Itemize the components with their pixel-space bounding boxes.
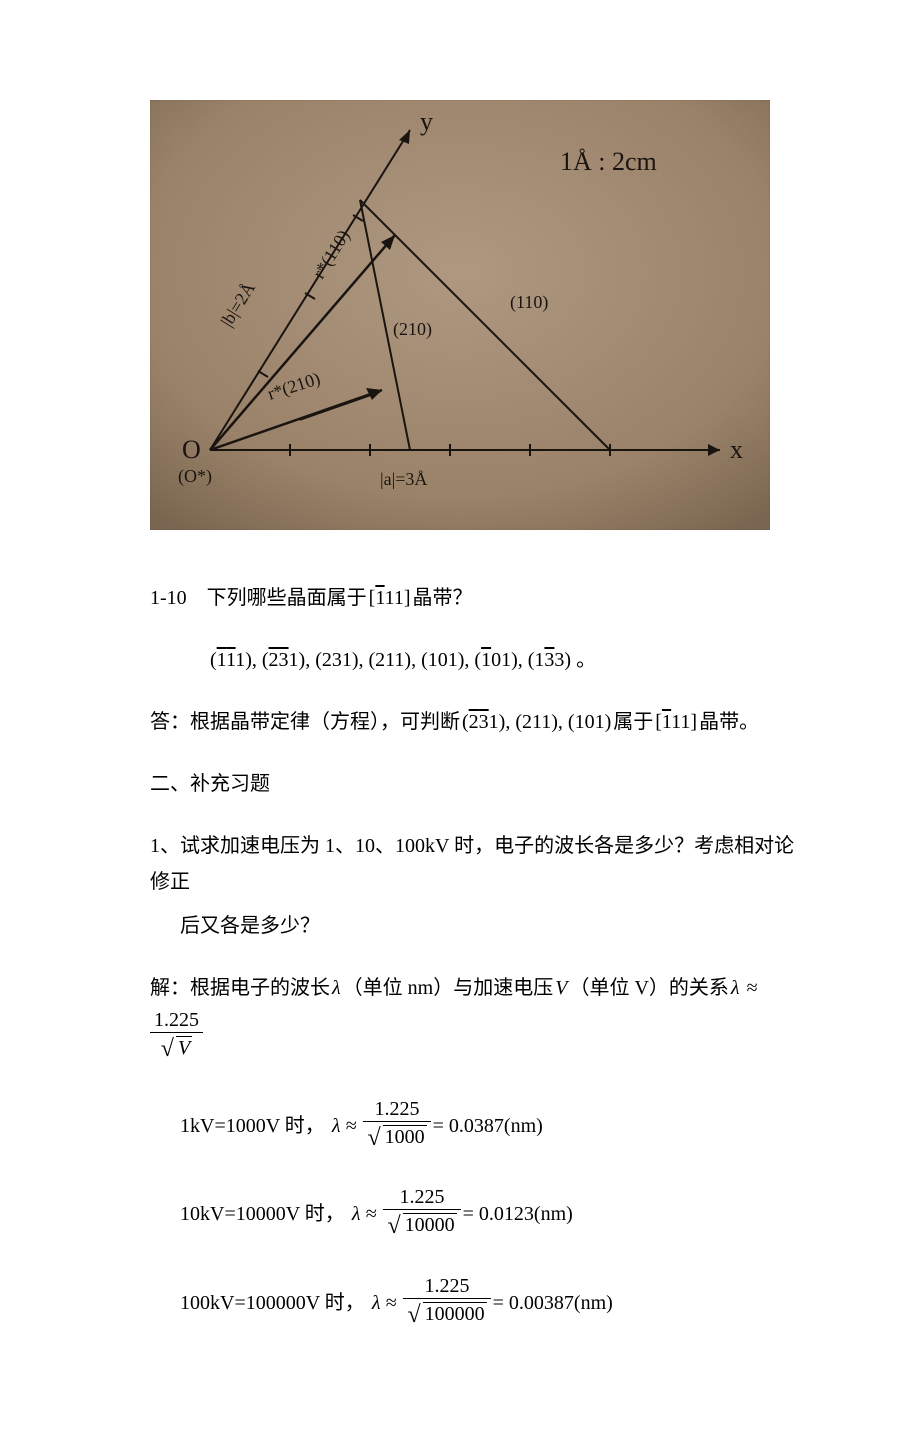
origin-label: O (182, 435, 201, 464)
calc1-den-wrap: √1000 (363, 1122, 430, 1156)
scale-label: 1Å : 2cm (560, 147, 657, 176)
calc1-fraction: 1.225 √1000 (363, 1097, 430, 1156)
calc2-den: 10000 (403, 1213, 457, 1236)
q110-answer-mid: 属于 (613, 704, 653, 740)
q110-answer: 答：根据晶带定律（方程），可判断 (231), (211), (101) 属于 … (150, 704, 800, 740)
sol-main-fraction: 1.225 √V (150, 1008, 203, 1067)
calc1-result: = 0.0387(nm) (433, 1108, 543, 1144)
q110-number: 1-10 (150, 580, 187, 616)
calc3-fraction: 1.225 √100000 (403, 1274, 490, 1333)
calc3-num: 1.225 (403, 1274, 490, 1299)
approx-sign: ≈ (742, 970, 763, 1006)
a-length-label: |a|=3Å (380, 469, 427, 489)
q110-text-b: 晶带？ (413, 580, 473, 616)
s2-solution-intro: 解：根据电子的波长 λ （单位 nm）与加速电压 V （单位 V）的关系 λ ≈… (150, 970, 800, 1067)
s2-q1-num: 1、 (150, 835, 180, 857)
calc3-lambda: λ ≈ (367, 1285, 402, 1321)
q110-question: 1-10 下列哪些晶面属于 [111] 晶带？ (150, 580, 800, 616)
calc2-result: = 0.0123(nm) (463, 1196, 573, 1232)
frac-num: 1.225 (150, 1008, 203, 1033)
calc1-num: 1.225 (363, 1097, 430, 1122)
sol-bigV: V (555, 970, 567, 1006)
y-axis-label: y (420, 107, 433, 136)
reciprocal-lattice-sketch: y x O (O*) 1Å : 2cm (110) (210) |a|=3Å |… (150, 100, 770, 530)
calc-10kv: 10kV=10000V 时， λ ≈ 1.225 √10000 = 0.0123… (150, 1185, 800, 1244)
s2-q1: 1、试求加速电压为 1、10、100kV 时，电子的波长各是多少？考虑相对论修正 (150, 828, 800, 900)
q110-zone: [111] (369, 580, 411, 616)
calc2-den-wrap: √10000 (383, 1210, 460, 1244)
calc2-lambda: λ ≈ (347, 1196, 382, 1232)
calc3-result: = 0.00387(nm) (493, 1285, 613, 1321)
sol-lambda: λ (332, 970, 341, 1006)
q110-answer-suffix: 晶带。 (699, 704, 759, 740)
sol-unit2: （单位 V）的关系 (569, 970, 728, 1006)
q110-answer-prefix: 答：根据晶带定律（方程），可判断 (150, 704, 460, 740)
section2-heading: 二、补充习题 (150, 766, 800, 802)
calc1-lambda: λ ≈ (327, 1108, 362, 1144)
s2-q1-line2: 后又各是多少？ (150, 908, 800, 944)
diagram-photo: y x O (O*) 1Å : 2cm (110) (210) |a|=3Å |… (150, 100, 770, 530)
plane-110-label: (110) (510, 292, 548, 313)
q110-text-a: 下列哪些晶面属于 (207, 580, 367, 616)
frac-den: √V (150, 1033, 203, 1067)
calc2-fraction: 1.225 √10000 (383, 1185, 460, 1244)
sol-prefix: 解：根据电子的波长 (150, 970, 330, 1006)
calc2-label: 10kV=10000V 时， (180, 1196, 345, 1232)
calc-100kv: 100kV=100000V 时， λ ≈ 1.225 √100000 = 0.0… (150, 1274, 800, 1333)
plane-210-label: (210) (393, 319, 432, 340)
x-axis-label: x (730, 435, 743, 464)
calc3-label: 100kV=100000V 时， (180, 1285, 365, 1321)
calc3-den-wrap: √100000 (403, 1299, 490, 1333)
sol-unit1: （单位 nm）与加速电压 (343, 970, 554, 1006)
s2-q1-line1: 试求加速电压为 1、10、100kV 时，电子的波长各是多少？考虑相对论修正 (150, 835, 794, 893)
q110-answer-planes: (231), (211), (101) (462, 704, 611, 740)
sol-lambda2: λ (731, 970, 740, 1006)
q110-planes-list: (111), (231), (231), (211), (101), (101)… (150, 642, 800, 678)
calc3-den: 100000 (423, 1302, 487, 1325)
calc-1kv: 1kV=1000V 时， λ ≈ 1.225 √1000 = 0.0387(nm… (150, 1097, 800, 1156)
calc1-den: 1000 (383, 1125, 427, 1148)
q110-answer-zone: [111] (655, 704, 697, 740)
origin-star-label: (O*) (178, 466, 212, 487)
calc2-num: 1.225 (383, 1185, 460, 1210)
calc1-label: 1kV=1000V 时， (180, 1108, 325, 1144)
